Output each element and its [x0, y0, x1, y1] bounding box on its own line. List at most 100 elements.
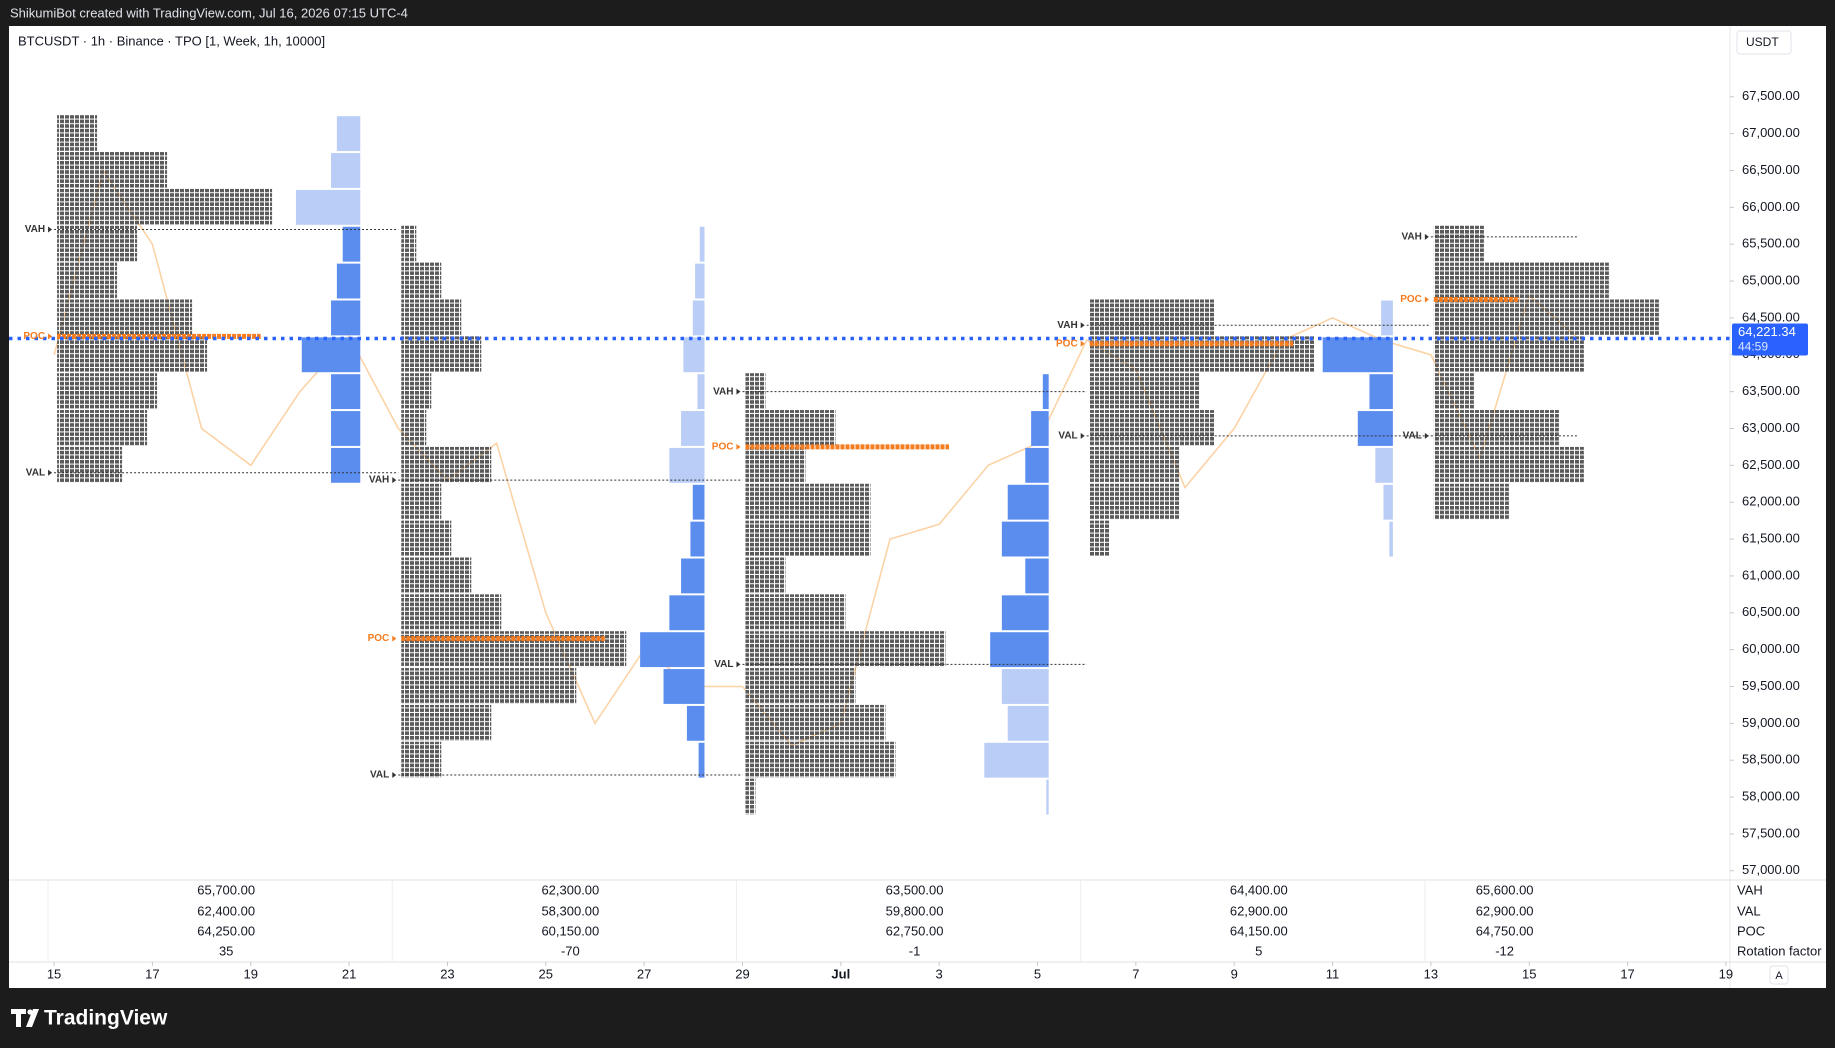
volume-row	[1389, 521, 1393, 557]
volume-row	[681, 558, 705, 594]
volume-row	[690, 521, 705, 557]
y-tick-label: 61,000.00	[1742, 567, 1800, 582]
chart-title: BTCUSDT · 1h · Binance · TPO [1, Week, 1…	[18, 33, 325, 48]
plot-area	[9, 115, 1730, 815]
x-tick-label: 29	[735, 966, 749, 981]
vah-marker	[1424, 233, 1429, 240]
volume-row	[990, 632, 1049, 668]
y-tick-label: 60,500.00	[1742, 604, 1800, 619]
tpo-row	[1433, 373, 1474, 410]
tpo-row	[1089, 483, 1180, 520]
volume-row	[698, 742, 705, 778]
y-tick-label: 60,000.00	[1742, 641, 1800, 656]
poc-marker	[48, 333, 53, 340]
table-value: 63,500.00	[886, 882, 944, 897]
poc-marker	[736, 443, 741, 450]
table-value: 64,750.00	[1476, 923, 1534, 938]
tpo-row	[745, 557, 786, 594]
tpo-row	[401, 336, 482, 373]
table-value: 62,900.00	[1230, 903, 1288, 918]
volume-row	[640, 632, 705, 668]
tpo-row	[401, 483, 442, 520]
y-tick-label: 62,500.00	[1742, 457, 1800, 472]
vah-marker	[48, 226, 53, 233]
val-marker	[736, 661, 741, 668]
tpo-row	[401, 299, 462, 336]
tpo-row	[57, 373, 158, 410]
tpo-row	[401, 668, 577, 704]
poc-label: POC	[1056, 338, 1078, 349]
vah-marker	[736, 388, 741, 395]
x-tick-label: Jul	[831, 966, 850, 981]
y-tick-label: 61,500.00	[1742, 531, 1800, 546]
vah-marker	[1080, 322, 1085, 329]
x-tick-label: 3	[936, 966, 943, 981]
tpo-row	[745, 594, 846, 631]
volume-row	[692, 484, 705, 520]
tpo-row	[401, 225, 417, 262]
y-tick-label: 58,000.00	[1742, 789, 1800, 804]
table-value: 64,400.00	[1230, 882, 1288, 897]
volume-row	[331, 447, 361, 483]
volume-row	[1001, 595, 1049, 631]
y-tick-label: 57,500.00	[1742, 825, 1800, 840]
table-value: 60,150.00	[541, 923, 599, 938]
poc-marker	[1080, 340, 1085, 347]
tpo-row	[57, 188, 273, 225]
x-tick-label: 19	[1719, 966, 1733, 981]
volume-row	[695, 263, 705, 299]
tpo-row	[57, 152, 168, 188]
currency-label: USDT	[1746, 35, 1779, 49]
volume-row	[1007, 484, 1049, 520]
auto-scale-button[interactable]	[1769, 965, 1789, 985]
y-tick-label: 57,000.00	[1742, 862, 1800, 877]
poc-label: POC	[1400, 294, 1422, 305]
val-label: VAL	[370, 770, 389, 781]
y-tick-label: 67,000.00	[1742, 125, 1800, 140]
tpo-row	[745, 410, 836, 446]
volume-row	[692, 300, 705, 336]
table-value: 62,300.00	[541, 882, 599, 897]
tpo-row	[745, 631, 946, 668]
val-marker	[1080, 432, 1085, 439]
tpo-row	[57, 225, 138, 262]
y-tick-label: 59,500.00	[1742, 678, 1800, 693]
axes: 57,000.00 57,500.00 58,000.00 58,500.00 59,0…	[23, 88, 1822, 981]
volume-row	[1025, 558, 1049, 594]
table-row-label: Rotation factor	[1737, 943, 1822, 958]
volume-row	[1001, 669, 1049, 704]
poc-label: POC	[712, 442, 734, 453]
tpo-row	[1433, 336, 1584, 373]
x-tick-label: 23	[440, 966, 454, 981]
table-row-label: VAL	[1737, 903, 1761, 918]
table-value: 65,700.00	[197, 882, 255, 897]
y-tick-label: 65,000.00	[1742, 272, 1800, 287]
volume-row	[295, 189, 361, 225]
tpo-row	[745, 741, 896, 778]
table-value: 58,300.00	[541, 903, 599, 918]
val-label: VAL	[1403, 431, 1422, 442]
countdown-label: 44:59	[1738, 340, 1768, 354]
volume-row	[1357, 411, 1393, 446]
tpo-row	[57, 262, 118, 299]
volume-row	[331, 153, 361, 188]
currency-box[interactable]	[1736, 30, 1792, 55]
volume-row	[683, 337, 705, 373]
tpo-row	[401, 410, 427, 446]
tpo-row	[401, 446, 492, 483]
x-tick-label: 21	[342, 966, 356, 981]
x-tick-label: 17	[1620, 966, 1634, 981]
volume-row	[301, 337, 361, 373]
x-tick-label: 9	[1231, 966, 1238, 981]
header-text: ShikumiBot created with TradingView.com,…	[10, 5, 408, 20]
auto-scale-label[interactable]: A	[1775, 970, 1783, 982]
y-tick-label: 63,000.00	[1742, 420, 1800, 435]
x-tick-label: 15	[1522, 966, 1536, 981]
y-tick-label: 67,500.00	[1742, 88, 1800, 103]
tpo-row	[745, 778, 756, 815]
tpo-row	[1089, 299, 1215, 336]
volume-row	[1046, 779, 1049, 815]
tpo-row	[401, 557, 472, 594]
